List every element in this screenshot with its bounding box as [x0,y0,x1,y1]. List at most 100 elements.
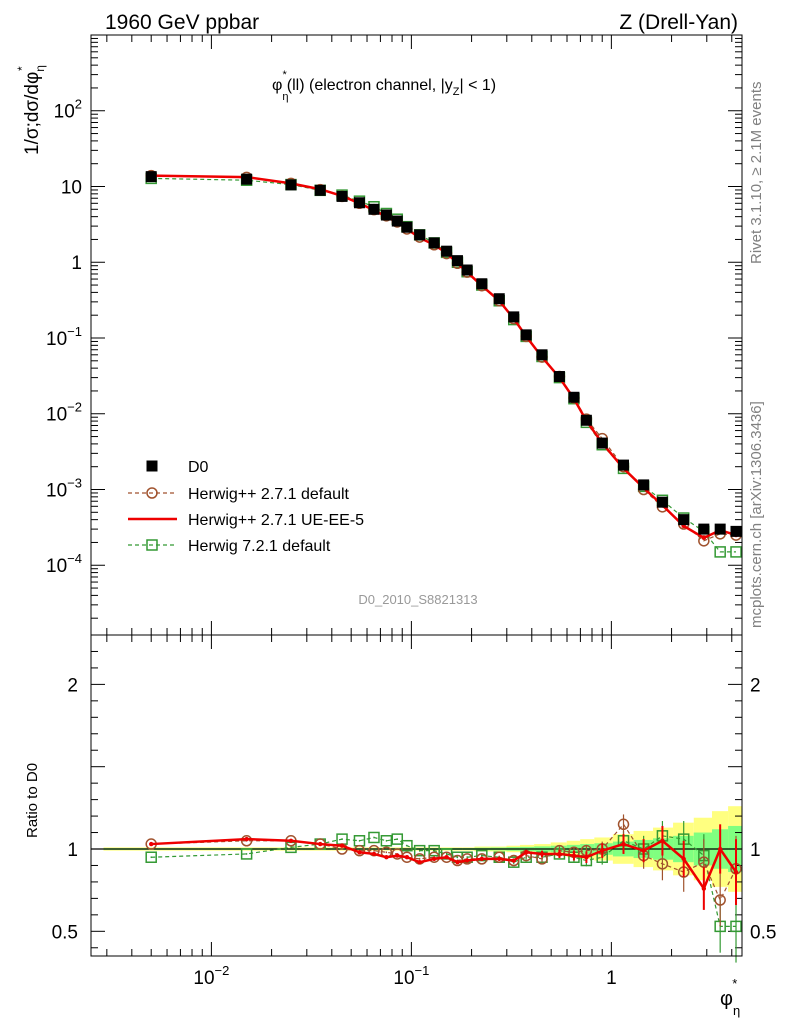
ratio-point-herwigpp_ueee5 [539,851,545,857]
ratio-point-herwigpp_ueee5 [733,869,739,875]
main-panel-series [145,169,742,558]
ratio-y-tick-label-right: 2 [750,675,761,696]
main-point-data [428,237,440,249]
main-point-data [493,293,505,305]
main-title: φη*(ll) (electron channel, |yZ| < 1) [272,69,496,103]
y-tick-label: 10−3 [46,475,82,501]
ratio-point-herwigpp_ueee5 [681,856,686,862]
main-point-data [536,349,548,361]
main-point-data [461,264,473,276]
legend-label-herwig7: Herwig 7.2.1 default [188,538,331,555]
ratio-series-herwigpp_ueee5 [149,824,739,910]
ratio-point-herwigpp_ueee5 [557,851,562,857]
main-point-herwig7 [730,546,742,558]
main-point-data [380,209,392,221]
ratio-point-herwigpp_ueee5 [318,841,323,847]
main-point-data [145,171,157,183]
ratio-point-herwigpp_ueee5 [149,841,154,847]
legend-entry-herwigpp_ueee5: Herwig++ 2.7.1 UE-EE-5 [128,512,364,529]
ratio-point-herwigpp_default [493,851,505,863]
ratio-point-herwigpp_ueee5 [523,850,529,855]
main-point-herwigpp_ueee5 [701,535,707,541]
ratio-point-herwigpp_default [656,858,669,870]
ratio-point-herwigpp_ueee5 [571,853,577,858]
main-point-data [241,173,253,185]
legend-entry-herwig7: Herwig 7.2.1 default [128,538,331,555]
ratio-point-herwigpp_default [240,835,253,847]
ratio-point-herwigpp_ueee5 [600,848,605,853]
y-tick-label: 10−1 [46,324,82,350]
main-point-data [441,245,453,257]
ratio-point-herwigpp_ueee5 [444,855,449,860]
ratio-point-herwig7 [240,848,253,860]
main-point-data [638,479,650,491]
ratio-point-herwig7 [730,920,742,933]
ratio-point-herwig7 [380,835,393,847]
ratio-ylabel: Ratio to D0 [24,763,41,838]
y-tick-label: 10−4 [46,551,82,577]
ratio-point-herwigpp_ueee5 [479,856,485,862]
main-series-data [145,171,742,537]
ratio-point-herwigpp_ueee5 [395,853,400,858]
ratio-point-herwigpp_ueee5 [244,836,249,842]
main-point-data [730,525,742,537]
mcplots-reference-label: mcplots.cern.ch [arXiv:1306.3436] [748,401,765,628]
rivet-version-label: Rivet 3.1.10, ≥ 2.1M events [748,82,765,265]
main-point-data [698,523,710,535]
main-point-data [596,437,608,449]
ratio-point-herwig7 [413,844,426,857]
ratio-point-herwigpp_ueee5 [431,856,437,862]
main-point-data [285,179,297,191]
ratio-point-herwig7 [401,839,413,852]
main-point-data [678,514,690,526]
ratio-panel-ticks: 10−2 10−1 1 0.5 0.5 1 1 2 2 [52,634,776,989]
main-point-data [336,190,348,202]
ratio-y-tick-label-right: 0.5 [750,922,776,943]
y-tick-label: 1 [71,253,82,274]
ratio-point-herwig7 [428,844,440,857]
legend: D0 Herwig++ 2.7.1 default Herwig++ 2.7.1 U… [128,459,364,555]
ratio-point-herwigpp_ueee5 [417,859,422,865]
ratio-panel-frame [90,634,743,957]
main-point-data [401,221,413,233]
main-point-data [656,496,668,508]
x-tick-label: 10−2 [193,963,229,989]
main-point-data [714,523,726,535]
y-tick-label: 102 [54,97,82,123]
ratio-y-tick-label: 1 [67,840,78,861]
ratio-point-herwigpp_default [714,894,726,906]
ratio-point-herwigpp_ueee5 [384,855,389,860]
ratio-point-herwigpp_ueee5 [621,841,626,847]
ratio-point-herwigpp_ueee5 [717,846,723,852]
main-point-herwig7 [714,546,726,558]
legend-label-data: D0 [188,459,209,476]
ratio-point-herwig7 [368,831,380,844]
main-panel-ticks: 10−4 10−3 10−2 10−1 1 10 102 [46,34,742,635]
ratio-point-herwigpp_default [617,818,630,831]
ratio-point-herwigpp_ueee5 [641,848,646,853]
legend-marker-herwigpp_default [146,487,158,499]
main-point-data [520,329,532,341]
main-point-data [580,414,592,426]
ratio-point-herwigpp_ueee5 [497,856,502,862]
legend-label-herwigpp_default: Herwig++ 2.7.1 default [188,486,350,503]
main-point-data [476,278,488,290]
y-tick-label: 10−2 [46,400,82,426]
legend-marker-data [146,460,158,472]
legend-entry-herwigpp_default: Herwig++ 2.7.1 default [128,486,350,503]
header-left: 1960 GeV ppbar [105,11,259,34]
main-point-data [568,391,580,403]
ratio-point-herwigpp_ueee5 [288,838,294,843]
ratio-point-herwigpp_ueee5 [660,838,665,843]
legend-entry-data: D0 [146,459,209,476]
ratio-point-herwigpp_ueee5 [371,851,377,857]
main-ylabel: 1/σ;dσ/dφη* [15,65,47,155]
main-point-data [414,229,426,241]
main-point-data [508,311,520,323]
ratio-panel-series [145,814,742,963]
main-point-data [368,203,380,215]
main-point-data [451,255,463,267]
analysis-watermark: D0_2010_S8821313 [358,592,477,607]
x-tick-label: 10−1 [393,963,429,989]
